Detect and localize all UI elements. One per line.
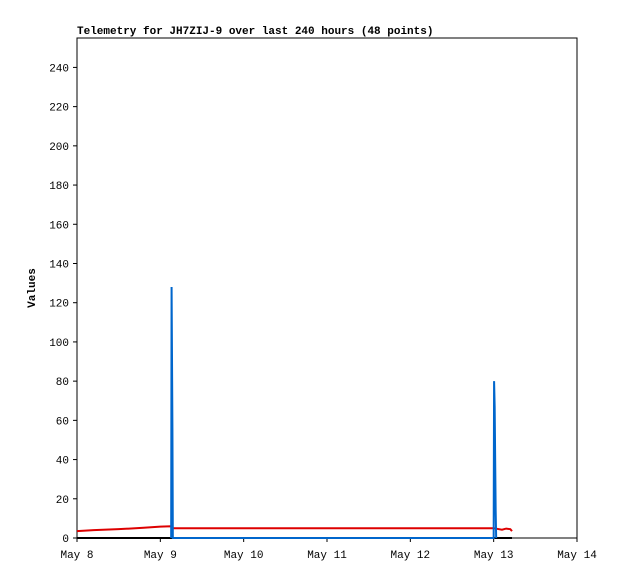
y-tick-label: 20 [56, 495, 69, 507]
chart-title: Telemetry for JH7ZIJ-9 over last 240 hou… [77, 26, 433, 38]
y-tick-label: 80 [56, 377, 69, 389]
y-tick-label: 220 [49, 103, 69, 115]
y-tick-label: 40 [56, 456, 69, 468]
x-tick-label: May 8 [60, 550, 93, 562]
x-tick-label: May 13 [474, 550, 514, 562]
x-tick-label: May 12 [391, 550, 431, 562]
x-tick-label: May 11 [307, 550, 347, 562]
y-tick-label: 120 [49, 299, 69, 311]
y-tick-label: 100 [49, 338, 69, 350]
series-line [170, 287, 498, 539]
y-tick-label: 180 [49, 181, 69, 193]
x-tick-label: May 14 [557, 550, 597, 562]
y-tick-label: 140 [49, 259, 69, 271]
y-tick-label: 160 [49, 220, 69, 232]
y-axis-label: Values [27, 268, 39, 308]
x-tick-label: May 10 [224, 550, 264, 562]
y-tick-label: 0 [62, 534, 69, 546]
y-tick-label: 240 [49, 63, 69, 75]
y-tick-label: 60 [56, 416, 69, 428]
y-tick-label: 200 [49, 142, 69, 154]
x-tick-label: May 9 [144, 550, 177, 562]
